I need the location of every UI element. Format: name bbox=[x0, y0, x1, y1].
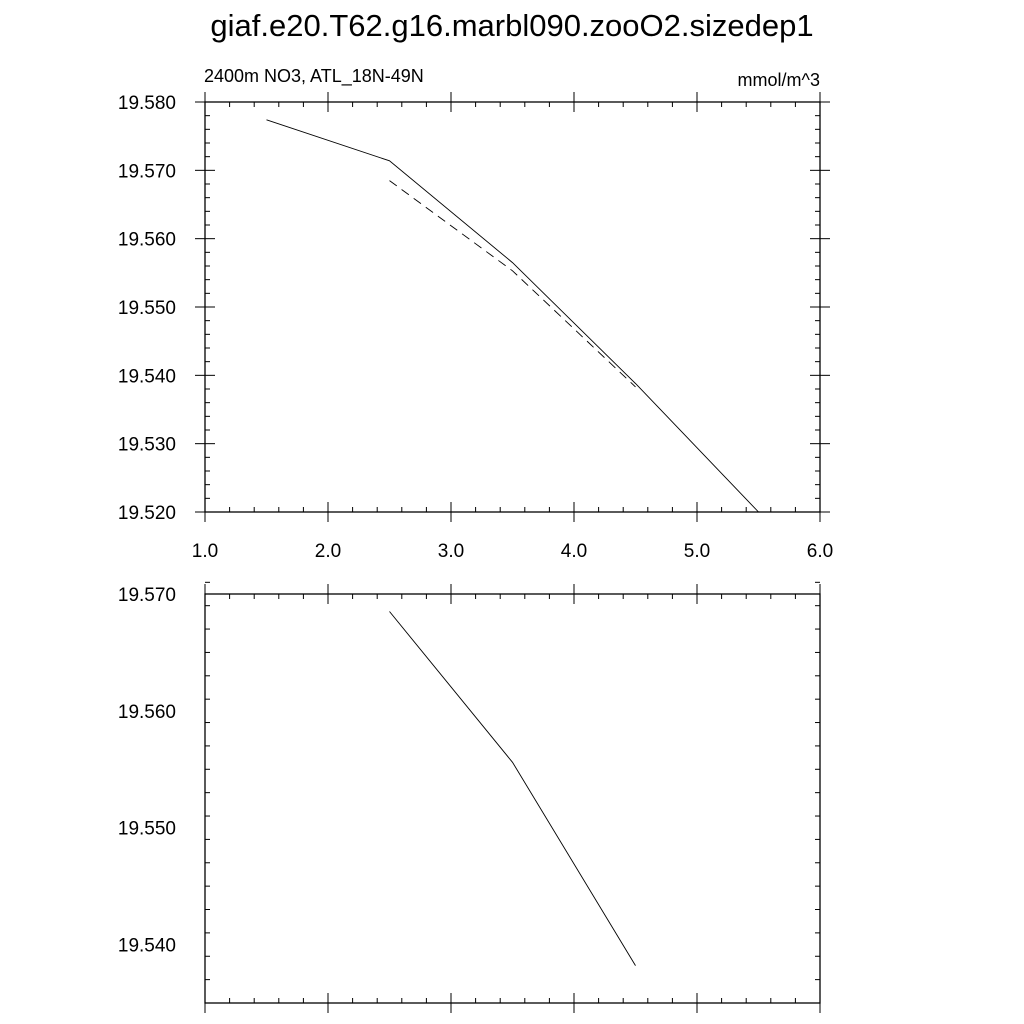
top-x-tick-label: 6.0 bbox=[807, 541, 833, 562]
top-y-tick-label: 19.560 bbox=[118, 230, 176, 251]
bottom-y-tick-label: 19.560 bbox=[118, 702, 176, 723]
bottom-panel: 19.540 19.550 19.560 19.570 bbox=[118, 581, 821, 1013]
top-panel-units-label: mmol/m^3 bbox=[738, 70, 820, 90]
top-series-line-dashed bbox=[389, 180, 636, 388]
top-y-tick-label: 19.530 bbox=[118, 435, 176, 456]
bottom-plot-frame bbox=[204, 593, 821, 1004]
bottom-y-tick-label: 19.550 bbox=[118, 819, 176, 840]
bottom-series-line-solid bbox=[389, 611, 636, 966]
top-x-tick-label: 1.0 bbox=[192, 541, 218, 562]
top-y-tick-label: 19.520 bbox=[118, 503, 176, 524]
top-y-tick-label: 19.580 bbox=[118, 93, 176, 114]
page-title: giaf.e20.T62.g16.marbl090.zooO2.sizedep1 bbox=[210, 8, 814, 43]
top-y-tick-label: 19.570 bbox=[118, 161, 176, 182]
top-series-line-solid bbox=[266, 119, 759, 513]
top-panel: 2400m NO3, ATL_18N-49N mmol/m^3 1.0 2.0 3.… bbox=[118, 66, 833, 562]
top-x-tick-label: 3.0 bbox=[438, 541, 464, 562]
top-panel-left-label: 2400m NO3, ATL_18N-49N bbox=[204, 66, 424, 87]
top-x-tick-label: 2.0 bbox=[315, 541, 341, 562]
top-plot-frame bbox=[204, 101, 821, 513]
bottom-y-tick-label: 19.540 bbox=[118, 936, 176, 957]
top-x-tick-label: 4.0 bbox=[561, 541, 587, 562]
top-x-tick-label: 5.0 bbox=[684, 541, 710, 562]
top-y-tick-label: 19.540 bbox=[118, 366, 176, 387]
top-y-tick-label: 19.550 bbox=[118, 298, 176, 319]
bottom-y-tick-label: 19.570 bbox=[118, 585, 176, 606]
